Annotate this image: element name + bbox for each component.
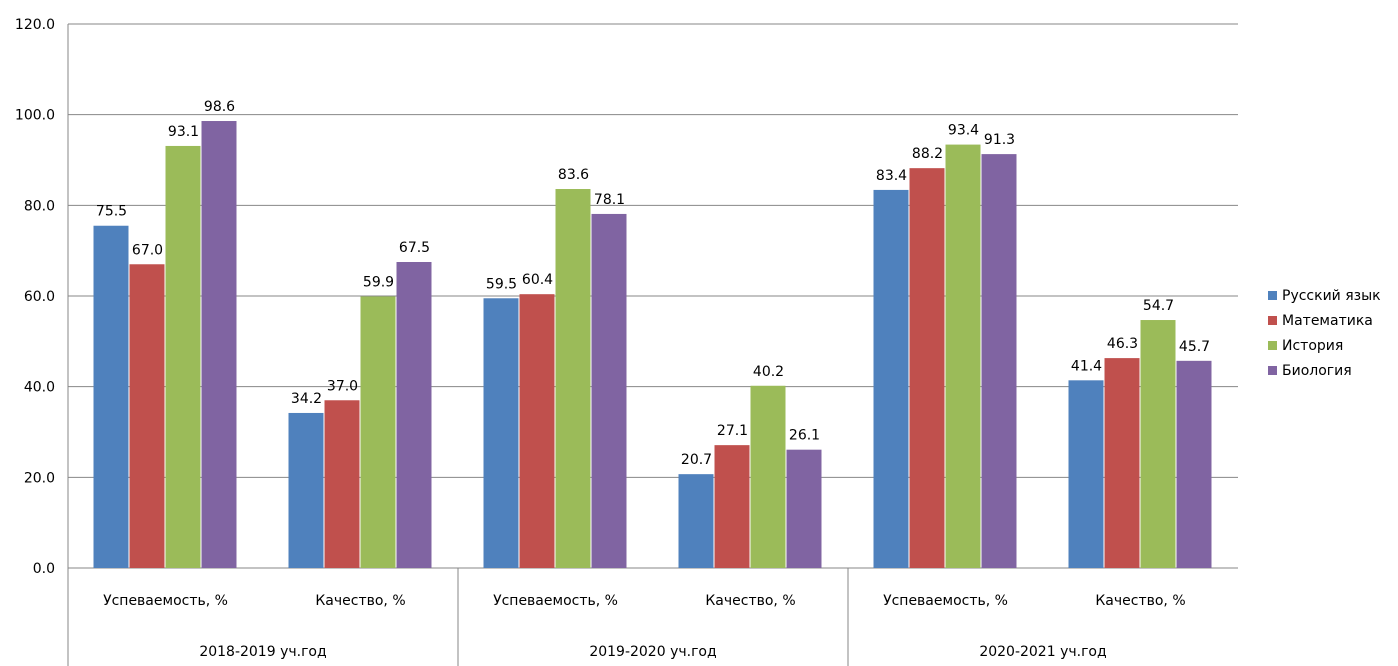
category-label: Качество, % (315, 593, 405, 609)
bar (93, 225, 129, 568)
chart-legend: Русский язык Математика История Биология (1268, 283, 1398, 383)
data-label: 59.5 (486, 276, 517, 292)
bar (678, 474, 714, 568)
data-label: 67.0 (132, 242, 163, 258)
data-label: 60.4 (522, 272, 553, 288)
bar (750, 385, 786, 568)
y-tick-label: 20.0 (24, 470, 55, 486)
bar (324, 400, 360, 568)
bar (129, 264, 165, 568)
legend-swatch (1268, 366, 1277, 375)
data-label: 40.2 (753, 364, 784, 380)
data-label: 75.5 (96, 204, 127, 220)
data-label: 46.3 (1107, 336, 1138, 352)
data-label: 26.1 (789, 428, 820, 444)
legend-label: История (1282, 337, 1344, 354)
category-label: Успеваемость, % (103, 593, 228, 609)
data-label: 67.5 (399, 240, 430, 256)
data-label: 83.4 (876, 168, 907, 184)
data-label: 27.1 (717, 423, 748, 439)
legend-swatch (1268, 291, 1277, 300)
bar (1176, 360, 1212, 568)
data-label: 54.7 (1143, 298, 1174, 314)
group-label: 2020-2021 уч.год (979, 644, 1106, 660)
bar (483, 298, 519, 568)
bar (288, 412, 324, 568)
data-label: 41.4 (1071, 358, 1102, 374)
bar (201, 121, 237, 568)
data-label: 37.0 (327, 378, 358, 394)
y-tick-label: 100.0 (15, 108, 55, 124)
bar (1068, 380, 1104, 568)
y-tick-label: 0.0 (33, 561, 55, 577)
data-label: 20.7 (681, 452, 712, 468)
legend-item: Русский язык (1268, 283, 1398, 308)
legend-swatch (1268, 316, 1277, 325)
bar (945, 144, 981, 568)
legend-item: История (1268, 333, 1398, 358)
bar (360, 296, 396, 568)
y-tick-label: 40.0 (24, 380, 55, 396)
bar (519, 294, 555, 568)
legend-label: Русский язык (1282, 287, 1381, 304)
bar (786, 449, 822, 568)
bar (555, 189, 591, 568)
data-label: 98.6 (204, 99, 235, 115)
data-label: 34.2 (291, 391, 322, 407)
group-label: 2018-2019 уч.год (199, 644, 326, 660)
bar (981, 154, 1017, 568)
data-label: 93.4 (948, 123, 979, 139)
category-label: Качество, % (705, 593, 795, 609)
bar (1140, 320, 1176, 568)
bar (396, 262, 432, 568)
y-tick-label: 120.0 (15, 17, 55, 33)
data-label: 45.7 (1179, 339, 1210, 355)
category-label: Качество, % (1095, 593, 1185, 609)
legend-label: Математика (1282, 312, 1373, 329)
data-label: 78.1 (594, 192, 625, 208)
bar (591, 213, 627, 569)
data-label: 88.2 (912, 146, 943, 162)
data-label: 59.9 (363, 274, 394, 290)
group-label: 2019-2020 уч.год (589, 644, 716, 660)
legend-item: Биология (1268, 358, 1398, 383)
legend-label: Биология (1282, 362, 1352, 379)
legend-swatch (1268, 341, 1277, 350)
data-label: 83.6 (558, 167, 589, 183)
y-tick-label: 80.0 (24, 198, 55, 214)
data-label: 93.1 (168, 124, 199, 140)
legend-item: Математика (1268, 308, 1398, 333)
category-label: Успеваемость, % (883, 593, 1008, 609)
bar (873, 189, 909, 569)
data-label: 91.3 (984, 132, 1015, 148)
bar (1104, 358, 1140, 568)
bar (714, 445, 750, 568)
category-label: Успеваемость, % (493, 593, 618, 609)
bar (909, 168, 945, 568)
bar (165, 145, 201, 569)
y-tick-label: 60.0 (24, 289, 55, 305)
